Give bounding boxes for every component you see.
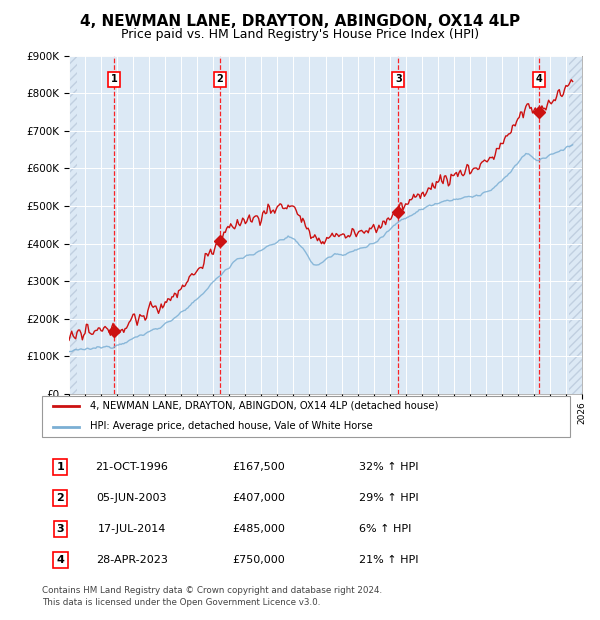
Text: 3: 3	[395, 74, 401, 84]
Text: £167,500: £167,500	[232, 462, 285, 472]
Text: 21% ↑ HPI: 21% ↑ HPI	[359, 555, 418, 565]
Text: 17-JUL-2014: 17-JUL-2014	[98, 524, 166, 534]
Text: 05-JUN-2003: 05-JUN-2003	[97, 493, 167, 503]
Text: 1: 1	[110, 74, 117, 84]
Text: 4: 4	[536, 74, 542, 84]
Text: £485,000: £485,000	[232, 524, 285, 534]
Text: Price paid vs. HM Land Registry's House Price Index (HPI): Price paid vs. HM Land Registry's House …	[121, 28, 479, 40]
Text: 4, NEWMAN LANE, DRAYTON, ABINGDON, OX14 4LP (detached house): 4, NEWMAN LANE, DRAYTON, ABINGDON, OX14 …	[89, 401, 438, 410]
Text: 1: 1	[56, 462, 64, 472]
Text: 32% ↑ HPI: 32% ↑ HPI	[359, 462, 418, 472]
Bar	[569, 56, 582, 394]
Text: 29% ↑ HPI: 29% ↑ HPI	[359, 493, 418, 503]
Text: £750,000: £750,000	[232, 555, 285, 565]
Text: 21-OCT-1996: 21-OCT-1996	[95, 462, 168, 472]
Text: 2: 2	[217, 74, 223, 84]
Bar	[69, 56, 77, 394]
Text: Contains HM Land Registry data © Crown copyright and database right 2024.
This d: Contains HM Land Registry data © Crown c…	[42, 586, 382, 607]
Text: 4, NEWMAN LANE, DRAYTON, ABINGDON, OX14 4LP: 4, NEWMAN LANE, DRAYTON, ABINGDON, OX14 …	[80, 14, 520, 29]
Bar	[569, 56, 582, 394]
Text: 2: 2	[56, 493, 64, 503]
Bar	[69, 56, 77, 394]
Text: 4: 4	[56, 555, 64, 565]
Text: 28-APR-2023: 28-APR-2023	[96, 555, 167, 565]
Text: 6% ↑ HPI: 6% ↑ HPI	[359, 524, 411, 534]
Text: 3: 3	[56, 524, 64, 534]
Text: £407,000: £407,000	[232, 493, 285, 503]
Text: HPI: Average price, detached house, Vale of White Horse: HPI: Average price, detached house, Vale…	[89, 422, 372, 432]
